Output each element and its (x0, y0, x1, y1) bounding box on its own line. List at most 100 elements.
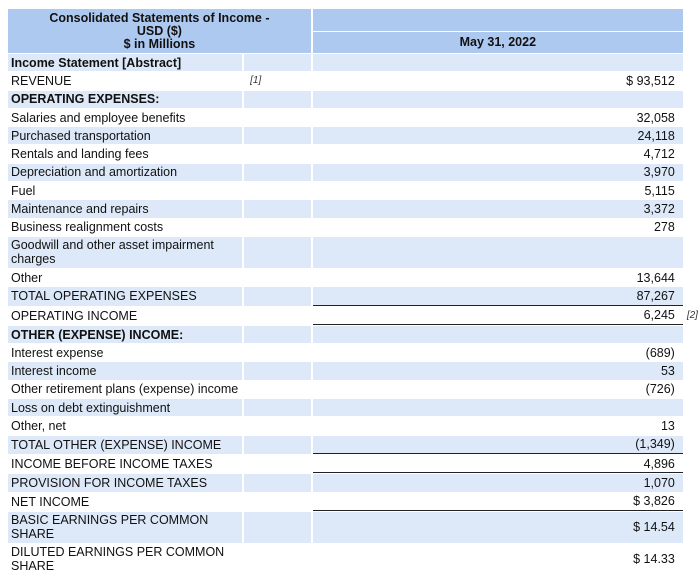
value-footnote-ref (685, 72, 698, 89)
table-row: Fuel 5,115 (8, 182, 698, 199)
table-row: Other retirement plans (expense) income (… (8, 381, 698, 398)
table-title-header: Consolidated Statements of Income - USD … (8, 9, 311, 53)
value-footnote-ref (685, 493, 698, 511)
table-row: OPERATING EXPENSES: (8, 90, 698, 108)
row-value: 4,712 (643, 147, 675, 162)
row-label: Goodwill and other asset impairment char… (8, 236, 243, 268)
footnote-ref (244, 399, 311, 417)
footnote-ref (244, 417, 311, 434)
value-footnote-ref (685, 269, 698, 286)
row-label: Fuel (11, 183, 36, 198)
value-footnote-ref (684, 200, 698, 218)
row-value: $ 14.54 (312, 511, 683, 543)
value-footnote-ref (684, 236, 698, 268)
footnote-ref (244, 493, 311, 511)
row-value: 32,058 (636, 110, 675, 125)
table-row: Depreciation and amortization 3,970 (8, 163, 698, 182)
row-label: Other retirement plans (expense) income (11, 382, 239, 397)
table-row: Other, net 13 (8, 417, 698, 434)
value-footnote-ref (685, 344, 698, 361)
footnote-ref (244, 435, 311, 454)
footnote-ref (244, 269, 311, 286)
row-value (312, 236, 683, 268)
value-footnote-ref (684, 287, 698, 306)
row-value (312, 325, 683, 344)
row-value: 53 (312, 362, 683, 380)
row-value: 4,896 (312, 455, 683, 474)
footnote-ref (244, 127, 311, 145)
table-row: BASIC EARNINGS PER COMMON SHARE $ 14.54 (8, 511, 698, 543)
period-header: May 31, 2022 (312, 31, 683, 53)
table-row: TOTAL OPERATING EXPENSES 87,267 (8, 287, 698, 306)
value-footnote-ref (685, 182, 698, 199)
row-value: 6,245 (312, 307, 683, 325)
footnote-ref (244, 54, 311, 72)
row-label: TOTAL OPERATING EXPENSES (8, 287, 243, 306)
footnote-ref (244, 344, 311, 361)
table-row: OTHER (EXPENSE) INCOME: (8, 325, 698, 344)
row-value: 13 (660, 418, 675, 433)
footnote-ref (244, 145, 311, 162)
table-row: NET INCOME $ 3,826 (8, 493, 698, 511)
value-footnote-ref (685, 455, 698, 473)
footnote-ref (244, 109, 311, 126)
table-row: Loss on debt extinguishment (8, 399, 698, 417)
value-footnote-ref (684, 90, 698, 108)
footnote-ref (244, 90, 311, 108)
footnote-ref: [1] (250, 74, 262, 86)
table-row: Rentals and landing fees 4,712 (8, 145, 698, 162)
row-label: Purchased transportation (8, 127, 243, 145)
footnote-ref (244, 307, 311, 325)
row-value: 5,115 (644, 183, 675, 198)
value-footnote-ref (685, 219, 698, 236)
row-label: Maintenance and repairs (8, 200, 243, 218)
row-value: $ 3,826 (312, 493, 683, 511)
value-footnote-ref (685, 417, 698, 434)
row-value: 3,970 (312, 163, 683, 182)
row-value: 3,372 (312, 200, 683, 218)
row-label: Interest expense (11, 345, 104, 360)
footnote-ref (244, 182, 311, 199)
table-row: PROVISION FOR INCOME TAXES 1,070 (8, 474, 698, 492)
footnote-ref (244, 381, 311, 398)
value-footnote-ref (684, 54, 698, 72)
row-label: PROVISION FOR INCOME TAXES (8, 474, 243, 492)
row-value: 13,644 (636, 270, 675, 285)
row-label: Interest income (8, 362, 243, 380)
value-footnote-ref (685, 109, 698, 126)
value-footnote-ref (685, 381, 698, 398)
row-value (312, 54, 683, 72)
footnote-ref (244, 544, 311, 575)
row-label: INCOME BEFORE INCOME TAXES (11, 457, 213, 472)
table-row: INCOME BEFORE INCOME TAXES 4,896 (8, 455, 698, 474)
table-row: DILUTED EARNINGS PER COMMON SHARE $ 14.33 (8, 544, 698, 575)
footnote-ref (244, 362, 311, 380)
row-label: Depreciation and amortization (8, 163, 243, 182)
row-label: REVENUE (11, 73, 72, 88)
row-label: Business realignment costs (11, 220, 164, 235)
table-row: OPERATING INCOME 6,245 [2] (8, 307, 698, 325)
row-label: OPERATING EXPENSES: (8, 90, 243, 108)
spacer (684, 9, 698, 31)
period-group-header (312, 9, 683, 31)
row-label: OPERATING INCOME (11, 308, 138, 323)
row-label: OTHER (EXPENSE) INCOME: (8, 325, 243, 344)
footnote-ref (244, 325, 311, 344)
row-value: 24,118 (312, 127, 683, 145)
income-statement: Consolidated Statements of Income - USD … (8, 8, 700, 576)
value-footnote-ref: [2] (686, 309, 698, 321)
row-label: Income Statement [Abstract] (8, 54, 243, 72)
row-value (312, 90, 683, 108)
income-statement-table: Consolidated Statements of Income - USD … (6, 8, 700, 576)
row-value: 1,070 (312, 474, 683, 492)
row-label: Salaries and employee benefits (11, 110, 186, 125)
value-footnote-ref (684, 435, 698, 454)
table-row: Salaries and employee benefits 32,058 (8, 109, 698, 126)
footnote-ref (244, 511, 311, 543)
row-value: (689) (645, 345, 675, 360)
title-line-1: Consolidated Statements of Income - (49, 10, 270, 25)
row-value: $ 14.33 (633, 552, 675, 567)
value-footnote-ref (684, 399, 698, 417)
row-value: 278 (653, 220, 675, 235)
table-row: Maintenance and repairs 3,372 (8, 200, 698, 218)
